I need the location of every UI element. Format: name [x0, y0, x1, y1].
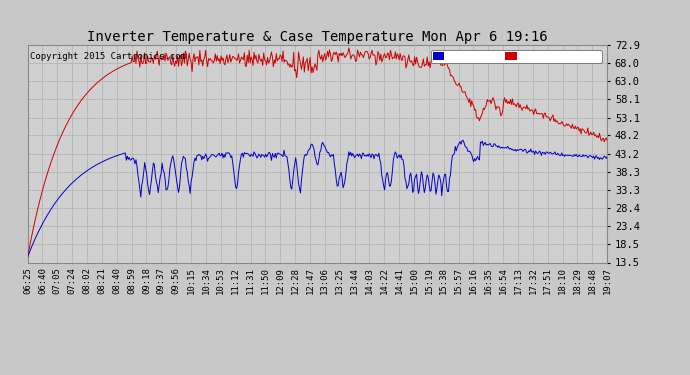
Text: Copyright 2015 Cartronics.com: Copyright 2015 Cartronics.com — [30, 51, 186, 60]
Legend: Case  (°C), Inverter  (°C): Case (°C), Inverter (°C) — [431, 50, 602, 63]
Title: Inverter Temperature & Case Temperature Mon Apr 6 19:16: Inverter Temperature & Case Temperature … — [87, 30, 548, 44]
